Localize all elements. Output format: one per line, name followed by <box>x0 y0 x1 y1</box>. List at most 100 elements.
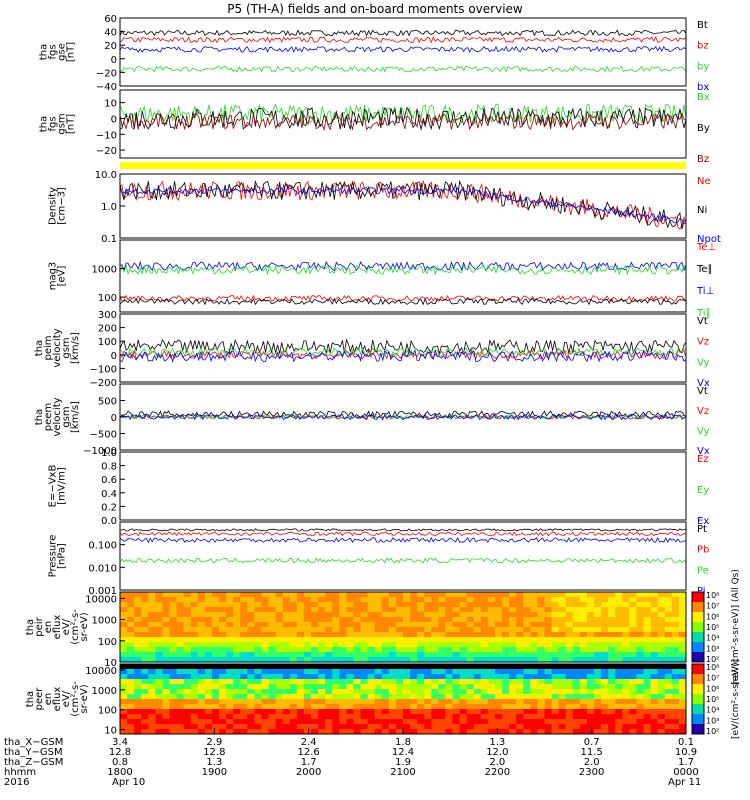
spectrogram-cell <box>353 652 362 658</box>
spectrogram-cell <box>339 617 347 623</box>
spectrogram-cell <box>120 602 128 608</box>
spectrogram-cell <box>459 612 468 618</box>
spectrogram-cell <box>459 694 468 700</box>
spectrogram-cell <box>169 694 178 700</box>
spectrogram-cell <box>190 674 199 680</box>
spectrogram-cell <box>473 709 482 715</box>
spectrogram-cell <box>134 674 142 680</box>
spectrogram-cell <box>233 704 241 710</box>
spectrogram-cell <box>466 674 475 680</box>
spectrogram-cell <box>594 674 602 680</box>
y-tick-label: −500 <box>90 430 117 441</box>
spectrogram-cell <box>240 592 248 598</box>
spectrogram-cell <box>572 729 581 735</box>
spectrogram-cell <box>388 729 397 735</box>
spectrogram-cell <box>254 617 262 623</box>
spectrogram-cell <box>282 709 291 715</box>
spectrogram-cell <box>572 632 581 638</box>
spectrogram-cell <box>233 602 241 608</box>
spectrogram-cell <box>219 617 227 623</box>
spectrogram-cell <box>197 674 206 680</box>
spectrogram-cell <box>537 724 545 730</box>
spectrogram-cell <box>183 637 192 643</box>
spectrogram-cell <box>523 674 531 680</box>
spectrogram-cell <box>176 689 185 695</box>
spectrogram-cell <box>608 714 616 720</box>
spectrogram-cell <box>233 657 241 663</box>
spectrogram-cell <box>657 704 666 710</box>
colorbar-segment <box>692 652 704 663</box>
spectrogram-cell <box>190 622 199 628</box>
spectrogram-cell <box>183 729 192 735</box>
spectrogram-cell <box>282 652 291 658</box>
spectrogram-cell <box>374 689 383 695</box>
spectrogram-cell <box>424 709 432 715</box>
spectrogram-cell <box>395 622 404 628</box>
spectrogram-cell <box>544 627 553 633</box>
spectrogram-cell <box>678 679 687 685</box>
spectrogram-cell <box>438 627 446 633</box>
spectrogram-cell <box>565 657 574 663</box>
spectrogram-cell <box>289 592 298 598</box>
spectrogram-cell <box>162 694 171 700</box>
spectrogram-cell <box>219 674 227 680</box>
spectrogram-cell <box>318 647 326 653</box>
spectrogram-cell <box>176 637 185 643</box>
spectrogram-cell <box>353 699 362 705</box>
spectrogram-cell <box>417 657 425 663</box>
spectrogram-cell <box>622 627 630 633</box>
spectrogram-cell <box>282 724 291 730</box>
spectrogram-cell <box>650 597 659 603</box>
spectrogram-cell <box>339 627 347 633</box>
legend-entry: Bz <box>697 154 709 165</box>
spectrogram-cell <box>318 602 326 608</box>
spectrogram-cell <box>629 674 637 680</box>
spectrogram-cell <box>360 597 369 603</box>
spectrogram-cell <box>502 627 510 633</box>
spectrogram-cell <box>565 612 574 618</box>
spectrogram-cell <box>509 647 517 653</box>
spectrogram-cell <box>226 602 234 608</box>
spectrogram-cell <box>120 657 128 663</box>
spectrogram-cell <box>523 622 531 628</box>
spectrogram-cell <box>480 669 489 675</box>
spectrogram-cell <box>650 637 659 643</box>
spectrogram-cell <box>346 674 354 680</box>
spectrogram-cell <box>211 607 220 613</box>
spectrogram-cell <box>311 674 319 680</box>
spectrogram-cell <box>211 704 220 710</box>
spectrogram-cell <box>240 657 248 663</box>
spectrogram-cell <box>311 657 319 663</box>
spectrogram-cell <box>211 684 220 690</box>
spectrogram-cell <box>211 592 220 598</box>
spectrogram-cell <box>551 689 560 695</box>
y-axis-label: peir <box>34 616 45 636</box>
spectrogram-cell <box>162 617 171 623</box>
spectrogram-cell <box>381 719 390 725</box>
series-line-Te⊥ <box>119 294 687 303</box>
spectrogram-cell <box>346 627 354 633</box>
spectrogram-cell <box>615 657 623 663</box>
spectrogram-cell <box>438 699 446 705</box>
spectrogram-cell <box>608 607 616 613</box>
y-tick-label: 0 <box>111 413 117 424</box>
spectrogram-cell <box>586 592 595 598</box>
spectrogram-cell <box>346 699 354 705</box>
spectrogram-cell <box>395 709 404 715</box>
spectrogram-cell <box>148 617 156 623</box>
spectrogram-cell <box>417 729 425 735</box>
spectrogram-cell <box>141 652 149 658</box>
spectrogram-cell <box>388 657 397 663</box>
spectrogram-cell <box>671 617 680 623</box>
spectrogram-cell <box>537 674 545 680</box>
spectrogram-cell <box>622 592 630 598</box>
spectrogram-cell <box>664 674 673 680</box>
spectrogram-cell <box>261 657 270 663</box>
spectrogram-cell <box>445 714 454 720</box>
spectrogram-cell <box>360 607 369 613</box>
spectrogram-cell <box>601 679 609 685</box>
y-axis-label: eV/ <box>61 618 72 635</box>
spectrogram-cell <box>622 684 630 690</box>
spectrogram-cell <box>431 657 439 663</box>
